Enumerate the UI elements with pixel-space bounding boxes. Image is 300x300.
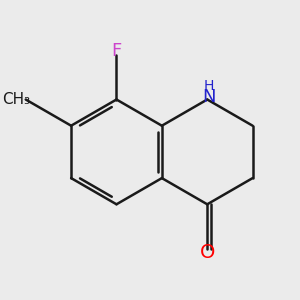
Text: CH₃: CH₃ bbox=[2, 92, 31, 107]
Text: N: N bbox=[202, 88, 216, 106]
Text: H: H bbox=[204, 79, 214, 92]
Text: F: F bbox=[111, 42, 122, 60]
Text: O: O bbox=[200, 243, 215, 262]
